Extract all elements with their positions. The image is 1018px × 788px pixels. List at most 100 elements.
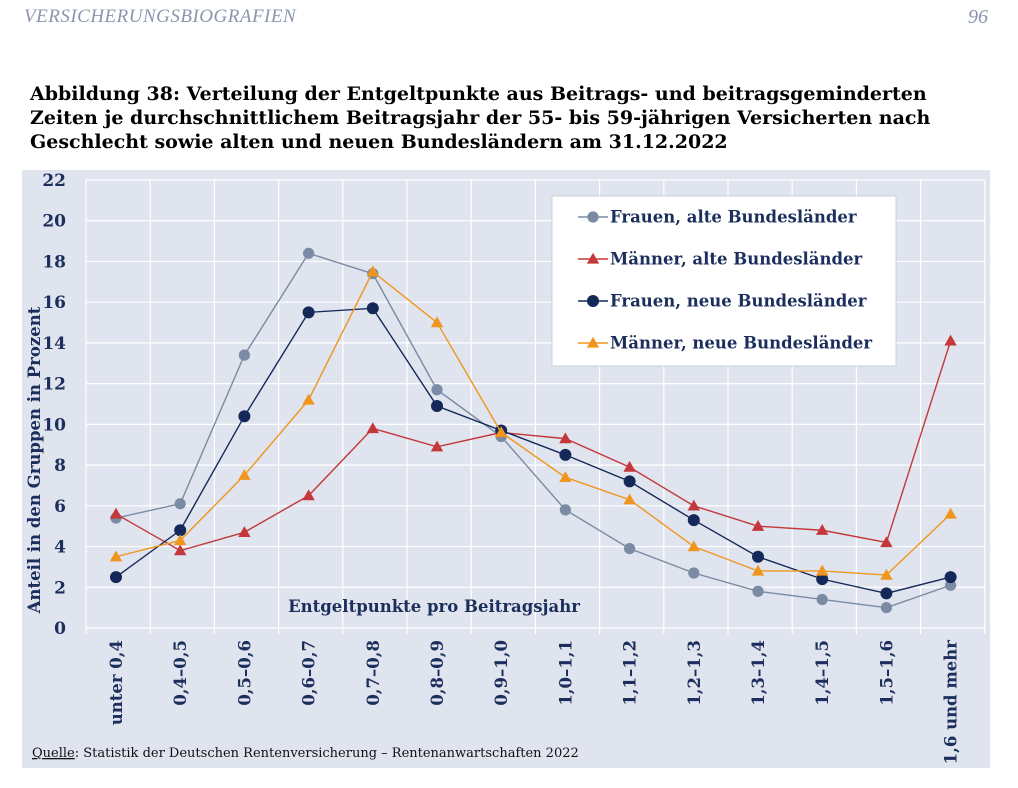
legend-label: Frauen, alte Bundesländer [610,208,857,227]
data-point [174,534,187,546]
data-point [303,247,315,259]
data-point [238,469,251,480]
x-tick-label: 0,8–0,9 [428,640,447,706]
data-point [238,410,251,423]
data-point [559,504,572,516]
line-chart: 0 2 4 6 8 10 12 14 16 18 20 22 unter 0,4 0,4–0,5 0,5–… [22,170,990,768]
x-tick-label: 1,2–1,3 [685,640,704,706]
data-point [109,507,123,519]
chart-container: 0 2 4 6 8 10 12 14 16 18 20 22 unter 0,4 0,4–0,5 0,5–… [22,170,990,768]
legend-item: Männer, alte Bundesländer [578,250,863,269]
x-tick-label: 1,4–1,5 [813,640,832,706]
data-point [109,550,123,562]
x-tick-label: 0,5–0,6 [235,640,254,706]
y-tick-label: 6 [54,497,66,517]
data-point [687,540,700,552]
y-tick-label: 14 [42,334,66,354]
data-point [944,507,957,519]
data-point [302,393,315,405]
series-frauen-neue-bundesländer [110,302,957,600]
y-tick-label: 16 [42,293,66,313]
data-point [302,306,315,319]
legend-item: Frauen, neue Bundesländer [578,292,867,311]
y-tick-label: 18 [42,252,66,272]
x-tick-labels: unter 0,4 0,4–0,5 0,5–0,6 0,6–0,7 0,7–0,8 0,8… [107,640,961,765]
data-point [751,519,765,531]
data-point [623,493,636,505]
legend-label: Männer, neue Bundesländer [610,334,872,353]
y-tick-label: 2 [54,578,66,598]
data-point [586,252,600,264]
series-line [115,307,951,595]
x-axis-label: Entgeltpunkte pro Beitragsjahr [288,597,580,616]
data-point [586,336,600,348]
y-tick-label: 22 [42,171,66,191]
data-point [944,571,957,584]
series-frauen-alte-bundesländer [110,247,957,614]
legend-item: Frauen, alte Bundesländer [578,208,857,227]
data-point [238,526,251,537]
data-point [688,567,700,579]
data-point [366,265,379,277]
x-tick-label: 0,9–1,0 [492,640,511,706]
y-tick-label: 0 [54,619,66,639]
y-tick-label: 8 [54,456,66,476]
data-point [623,475,636,488]
data-point [687,499,700,511]
x-tick-label: 1,3–1,4 [749,640,768,706]
data-point [880,568,893,580]
series-line [115,340,952,552]
source-note: Quelle: Statistik der Deutschen Rentenve… [32,746,579,761]
data-point [238,349,250,361]
y-axis-label: Anteil in den Gruppen in Prozent [25,306,44,614]
y-tick-label: 12 [42,375,66,395]
series-line [115,270,952,576]
data-point [880,587,893,600]
series-männer-alte-bundesländer [109,334,957,556]
data-point [816,573,829,586]
data-point [430,440,444,452]
data-point [752,585,764,597]
data-point [587,295,599,307]
data-point [752,550,764,563]
running-header: VERSICHERUNGSBIOGRAFIEN [24,6,297,27]
data-point [816,564,829,576]
source-text: : Statistik der Deutschen Rentenversiche… [75,746,579,761]
source-label: Quelle [32,746,75,761]
data-point [559,432,572,444]
data-point [174,498,186,510]
y-tick-label: 10 [42,415,66,435]
data-point [880,536,893,548]
data-point [945,579,957,591]
data-point [816,524,829,535]
y-tick-label: 4 [54,538,66,558]
data-point [880,602,893,614]
data-point [302,489,315,501]
data-point [431,400,443,413]
data-point [366,302,379,315]
series-group [109,247,957,614]
data-point [559,448,572,461]
data-point [816,593,828,606]
series-line [115,252,951,609]
data-point [495,426,508,438]
data-point [366,422,379,434]
data-point [751,564,765,576]
x-tick-label: 0,7–0,8 [364,640,383,706]
x-tick-label: 1,0–1,1 [556,640,575,706]
series-männer-neue-bundesländer [109,265,957,580]
x-tick-label: 0,4–0,5 [171,640,190,706]
x-tick-label: 1,1–1,2 [621,640,640,706]
page-number: 96 [968,6,988,28]
legend: Frauen, alte Bundesländer Männer, alte Bu… [551,195,897,367]
legend-box [551,195,897,367]
data-point [174,524,187,537]
legend-label: Männer, alte Bundesländer [610,250,863,269]
data-point [944,334,957,346]
legend-item: Männer, neue Bundesländer [578,334,872,353]
x-tick-label: 0,6–0,7 [300,640,319,706]
data-point [559,471,572,482]
y-tick-labels: 0 2 4 6 8 10 12 14 16 18 20 22 [42,171,66,639]
data-point [624,542,636,555]
data-point [110,571,122,584]
